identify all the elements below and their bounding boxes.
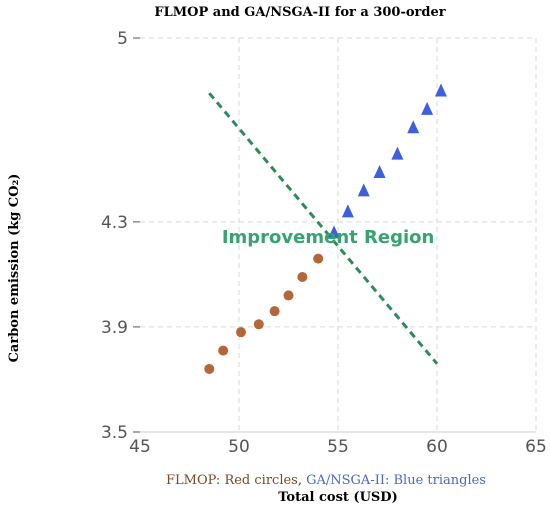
grid xyxy=(140,37,537,432)
legend: FLMOP: Red circles, GA/NSGA-II: Blue tri… xyxy=(166,473,486,488)
y-tick-label: 3.9 xyxy=(101,318,128,338)
nsga-point xyxy=(434,83,447,97)
trend-line xyxy=(208,92,439,365)
x-tick-label: 50 xyxy=(228,437,250,457)
nsga-point xyxy=(328,225,341,239)
y-tick-label: 5 xyxy=(117,29,128,49)
flmop-point xyxy=(269,306,280,317)
x-tick-label: 55 xyxy=(327,437,349,457)
nsga-point xyxy=(341,204,354,218)
x-tick-label: 60 xyxy=(426,437,448,457)
y-axis-label: Carbon emission (kg CO₂) xyxy=(7,174,22,363)
flmop-point xyxy=(297,272,308,283)
y-tick-label: 3.5 xyxy=(101,423,128,443)
legend-entry: , xyxy=(298,473,306,488)
nsga-point xyxy=(391,146,404,160)
nsga-point xyxy=(373,164,386,178)
nsga-point xyxy=(407,120,420,134)
x-tick-label: 65 xyxy=(525,437,547,457)
legend-entry: GA/NSGA-II: Blue triangles xyxy=(306,473,486,488)
flmop-point xyxy=(235,327,246,338)
chart-title: FLMOP and GA/NSGA-II for a 300-order xyxy=(154,5,445,20)
x-axis-label: Total cost (USD) xyxy=(278,490,397,505)
legend-entry: FLMOP: Red circles xyxy=(166,473,298,488)
x-tick-label: 45 xyxy=(129,437,151,457)
flmop-point xyxy=(253,319,264,330)
flmop-point xyxy=(204,363,215,374)
trend-line-layer xyxy=(208,92,439,365)
annotation-improvement-region: Improvement Region xyxy=(222,227,434,248)
y-tick-label: 4.3 xyxy=(101,213,128,233)
nsga-point xyxy=(357,183,370,197)
data-points xyxy=(204,83,447,374)
flmop-point xyxy=(218,345,229,356)
flmop-point xyxy=(283,290,294,301)
flmop-point xyxy=(313,253,324,264)
nsga-point xyxy=(421,101,434,115)
tick-labels: 45 50 55 60 65 3.5 3.9 4.3 5 xyxy=(101,29,547,457)
